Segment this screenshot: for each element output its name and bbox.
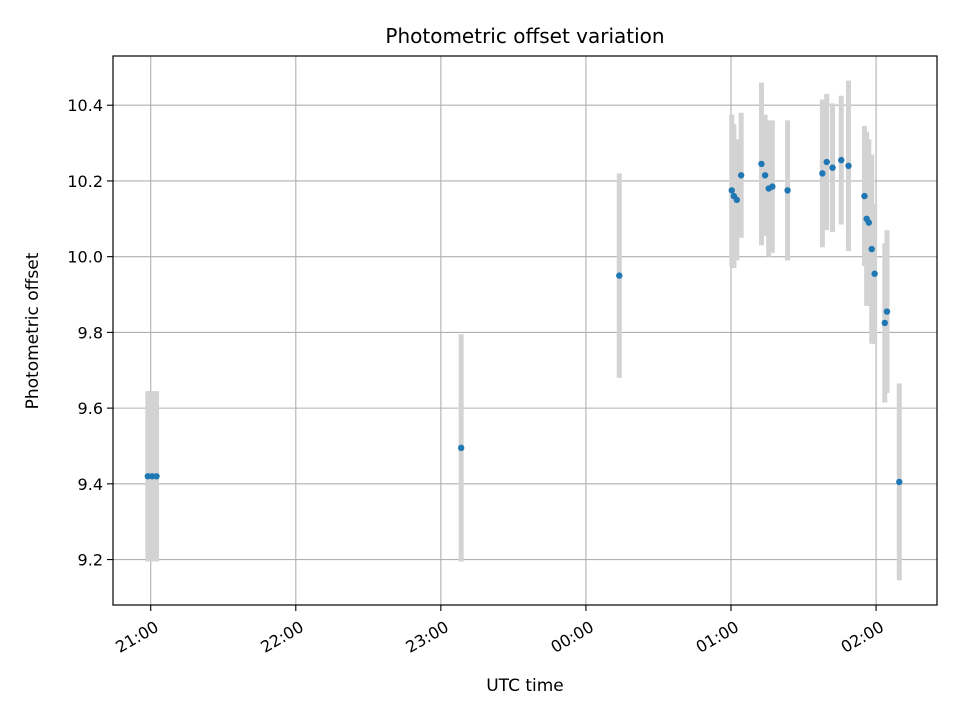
x-tick-label: 01:00 bbox=[693, 617, 742, 657]
data-point bbox=[868, 245, 875, 253]
x-axis-label: UTC time bbox=[486, 676, 564, 696]
x-tick-label: 23:00 bbox=[402, 617, 451, 657]
y-tick-label: 10.4 bbox=[67, 96, 103, 115]
y-axis-label: Photometric offset bbox=[23, 252, 43, 409]
data-point bbox=[823, 158, 830, 166]
data-point bbox=[829, 164, 836, 171]
data-point bbox=[761, 172, 769, 179]
y-tick-label: 10.0 bbox=[67, 248, 103, 267]
data-point bbox=[883, 308, 891, 315]
y-tick-label: 10.2 bbox=[67, 172, 103, 191]
grid-lines bbox=[113, 56, 937, 605]
data-point bbox=[861, 192, 868, 200]
data-point bbox=[769, 183, 776, 190]
y-tick-label: 9.4 bbox=[78, 475, 103, 494]
data-point bbox=[865, 219, 873, 226]
error-bars bbox=[145, 80, 902, 581]
y-tick-label: 9.8 bbox=[78, 323, 103, 342]
data-point bbox=[737, 172, 745, 179]
data-point bbox=[616, 272, 623, 279]
x-tick-label: 02:00 bbox=[838, 617, 887, 657]
x-tick-label: 21:00 bbox=[112, 617, 161, 657]
data-point bbox=[733, 196, 741, 204]
data-point bbox=[838, 156, 845, 164]
x-tick-label: 22:00 bbox=[257, 617, 306, 657]
data-point bbox=[153, 473, 160, 480]
y-tick-label: 9.2 bbox=[78, 551, 103, 570]
plot-frame bbox=[112, 55, 938, 606]
data-point bbox=[758, 160, 765, 168]
y-tick-label: 9.6 bbox=[78, 399, 103, 418]
data-point bbox=[845, 162, 852, 169]
data-point bbox=[728, 187, 735, 194]
chart-title: Photometric offset variation bbox=[385, 24, 664, 48]
x-tick-label: 00:00 bbox=[547, 617, 596, 657]
data-point bbox=[871, 270, 878, 277]
data-point bbox=[881, 319, 888, 327]
data-point bbox=[819, 170, 826, 177]
data-points bbox=[144, 156, 903, 486]
data-point bbox=[457, 444, 465, 452]
data-point bbox=[784, 187, 791, 194]
data-point bbox=[896, 478, 903, 486]
